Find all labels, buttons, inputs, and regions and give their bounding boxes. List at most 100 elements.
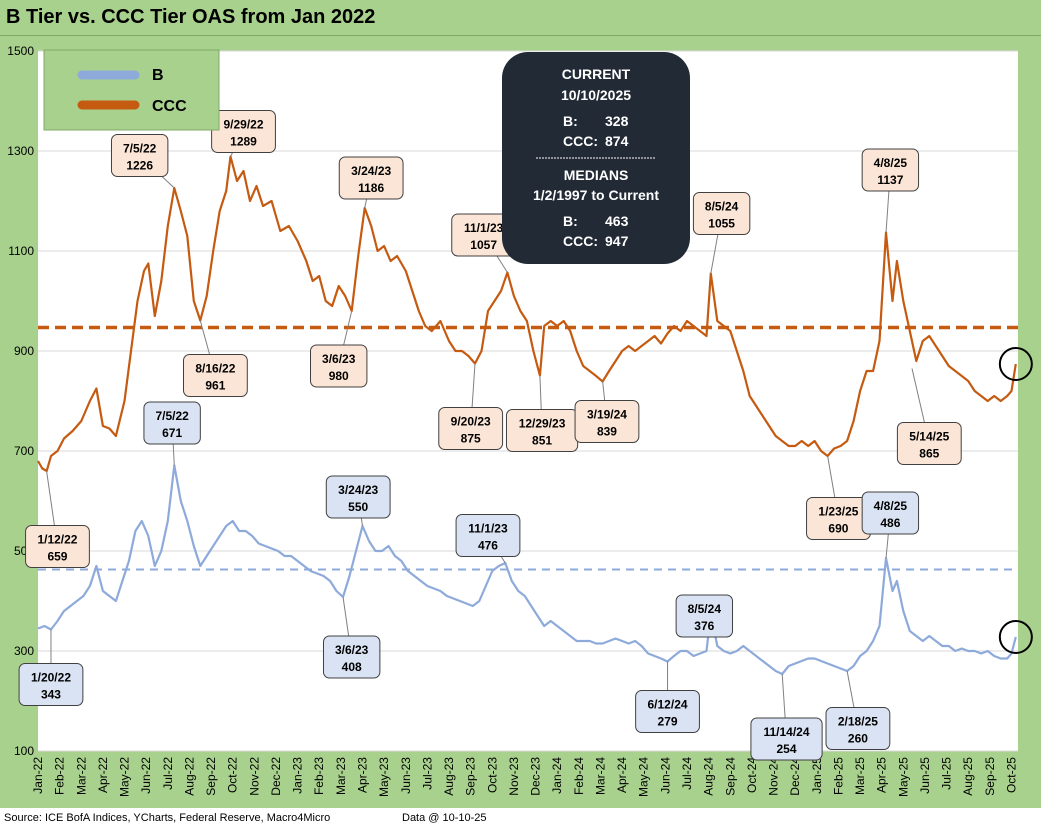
callout-b-3-24-23-box — [325, 475, 391, 519]
callout-ccc-8-16-22-box — [182, 354, 248, 397]
source-note: Source: ICE BofA Indices, YCharts, Feder… — [4, 812, 331, 824]
x-tick-mar-25: Mar-25 — [853, 757, 867, 795]
current-marker-ccc — [998, 347, 1033, 381]
x-tick-nov-24: Nov-24 — [767, 757, 781, 796]
x-tick-mar-24: Mar-24 — [593, 757, 607, 795]
callout-ccc-9-29-22-value: 1289 — [230, 135, 257, 149]
info-medians-header: MEDIANS — [564, 167, 629, 183]
x-tick-sep-24: Sep-24 — [723, 757, 737, 796]
x-tick-jan-25: Jan-25 — [810, 757, 824, 794]
x-tick-jun-23: Jun-23 — [399, 757, 413, 794]
x-tick-mar-22: Mar-22 — [74, 757, 88, 795]
callout-b-11-14-24-date: 11/14/24 — [763, 725, 809, 739]
x-tick-jun-22: Jun-22 — [139, 757, 153, 794]
x-tick-labels: Jan-22 Feb-22 Mar-22 Apr-22 May-22 Jun-22 Jul-… — [31, 757, 1019, 797]
x-tick-feb-22: Feb-22 — [53, 757, 67, 795]
current-marker-b — [998, 620, 1033, 654]
legend-box — [43, 49, 220, 131]
callout-b-3-24-23-value: 550 — [348, 500, 368, 514]
x-tick-jul-23: Jul-23 — [420, 757, 434, 790]
x-tick-dec-23: Dec-23 — [529, 757, 543, 796]
info-current-date: 10/10/2025 — [561, 87, 631, 103]
callout-b-6-12-24-value: 279 — [658, 715, 678, 729]
callout-ccc-8-5-24-box — [692, 192, 751, 235]
x-tick-dec-24: Dec-24 — [788, 757, 802, 796]
y-tick-1500: 1500 — [7, 44, 34, 58]
x-tick-feb-24: Feb-24 — [572, 757, 586, 795]
x-tick-may-24: May-24 — [637, 757, 651, 797]
callout-ccc-12-29-23-date: 12/29/23 — [519, 417, 566, 431]
x-tick-dec-22: Dec-22 — [269, 757, 283, 796]
callout-ccc-1-23-25-date: 1/23/25 — [818, 505, 858, 519]
y-tick-1300: 1300 — [7, 144, 34, 158]
callout-ccc-4-8-25-value: 1137 — [877, 173, 903, 187]
callout-ccc-7-5-22-date: 7/5/22 — [123, 142, 157, 156]
info-median-ccc-label: CCC: — [563, 233, 598, 249]
callout-b-8-5-24-box — [675, 594, 734, 638]
x-tick-oct-25: Oct-25 — [1005, 757, 1019, 793]
callout-b-7-5-22-value: 671 — [162, 426, 182, 440]
callouts: 1/12/22 659 7/5/22 1226 8/16/22 961 9/29/22 128… — [18, 110, 962, 761]
info-medians-range: 1/2/1997 to Current — [533, 187, 659, 203]
x-tick-jul-25: Jul-25 — [940, 757, 954, 790]
x-tick-apr-24: Apr-24 — [615, 757, 629, 793]
callout-b-11-14-24-box — [750, 717, 823, 761]
callout-b-7-5-22-date: 7/5/22 — [155, 409, 189, 423]
callout-ccc-4-8-25-box — [861, 148, 920, 192]
callout-b-6-12-24-date: 6/12/24 — [648, 698, 688, 712]
x-tick-oct-23: Oct-23 — [485, 757, 499, 793]
legend: B CCC — [43, 49, 220, 131]
x-tick-mar-23: Mar-23 — [334, 757, 348, 795]
callout-b-2-18-25-value: 260 — [848, 732, 868, 746]
x-tick-jan-23: Jan-23 — [291, 757, 305, 794]
callout-ccc-3-6-23-box — [310, 344, 368, 388]
x-tick-feb-23: Feb-23 — [312, 757, 326, 795]
callout-b-4-8-25-date: 4/8/25 — [874, 499, 908, 513]
series-line-b — [37, 464, 1017, 676]
callout-ccc-1-12-22-value: 659 — [47, 550, 67, 564]
x-tick-sep-23: Sep-23 — [464, 757, 478, 796]
y-tick-100: 100 — [14, 744, 34, 758]
callout-b-3-6-23-date: 3/6/23 — [335, 643, 369, 657]
legend-label-b: B — [152, 67, 164, 84]
x-tick-sep-22: Sep-22 — [204, 757, 218, 796]
callout-b-3-6-23-box — [322, 635, 381, 679]
callout-ccc-9-20-23-value: 875 — [461, 432, 481, 446]
callout-b-1-20-22-value: 343 — [41, 688, 61, 702]
callout-b-11-1-23-date: 11/1/23 — [468, 522, 508, 536]
x-tick-feb-25: Feb-25 — [831, 757, 845, 795]
x-tick-apr-25: Apr-25 — [875, 757, 889, 793]
x-tick-aug-24: Aug-24 — [702, 757, 716, 796]
x-tick-oct-24: Oct-24 — [745, 757, 759, 793]
callout-ccc-8-16-22-value: 961 — [205, 379, 225, 393]
callout-ccc-3-24-23-box — [338, 156, 404, 200]
callout-b-11-1-23-value: 476 — [478, 539, 498, 553]
info-current-ccc-value: 874 — [605, 133, 629, 149]
callout-ccc-3-24-23-value: 1186 — [358, 181, 384, 195]
callout-ccc-5-14-25-value: 865 — [919, 447, 939, 461]
callout-b-6-12-24-box — [635, 690, 700, 733]
title-bar: B Tier vs. CCC Tier OAS from Jan 2022 — [0, 0, 1041, 36]
x-tick-apr-23: Apr-23 — [356, 757, 370, 793]
y-tick-1100: 1100 — [8, 244, 34, 258]
callout-ccc-3-19-24-value: 839 — [597, 425, 617, 439]
y-tick-300: 300 — [14, 644, 34, 658]
legend-label-ccc: CCC — [152, 98, 187, 115]
callout-b-2-18-25-date: 2/18/25 — [838, 715, 878, 729]
x-tick-jun-25: Jun-25 — [918, 757, 932, 794]
x-tick-nov-22: Nov-22 — [247, 757, 261, 796]
callout-ccc-11-1-23-value: 1057 — [470, 238, 497, 252]
x-tick-may-22: May-22 — [118, 757, 132, 797]
info-current-b-label: B: — [563, 113, 578, 129]
callout-ccc-12-29-23-value: 851 — [532, 434, 552, 448]
callout-ccc-9-20-23-box — [438, 407, 504, 450]
callout-b-7-5-22-box — [143, 401, 201, 445]
callout-ccc-3-19-24-box — [574, 400, 640, 443]
callout-ccc-3-24-23-date: 3/24/23 — [351, 164, 391, 178]
callout-b-4-8-25-value: 486 — [880, 516, 900, 530]
callout-b-3-6-23-value: 408 — [342, 660, 362, 674]
callout-ccc-1-12-22-date: 1/12/22 — [37, 533, 77, 547]
callout-ccc-9-29-22-date: 9/29/22 — [223, 118, 263, 132]
x-tick-aug-25: Aug-25 — [961, 757, 975, 796]
